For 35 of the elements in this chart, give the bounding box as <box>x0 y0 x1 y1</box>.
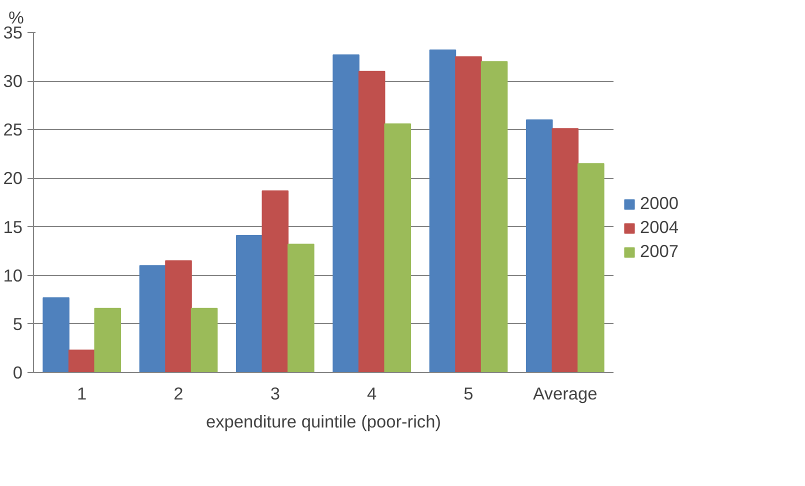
bar <box>480 61 508 372</box>
bar <box>552 128 579 372</box>
legend-label: 2004 <box>640 217 680 238</box>
y-tick-label: 30 <box>3 71 23 92</box>
bar <box>139 265 166 372</box>
x-tick-label: 5 <box>464 384 474 404</box>
y-tick-label: 20 <box>3 168 23 188</box>
bar <box>68 350 96 372</box>
bar <box>455 56 482 372</box>
y-tick-label: 25 <box>3 120 23 140</box>
x-tick-label: Average <box>533 384 598 404</box>
legend-label: 2007 <box>640 241 680 262</box>
x-tick-label: 4 <box>367 384 378 404</box>
bar <box>236 235 263 372</box>
x-tick-label: 3 <box>270 384 280 404</box>
bar <box>332 54 360 372</box>
legend-label: 2000 <box>640 193 680 214</box>
bar <box>578 163 604 372</box>
y-tick-label: 5 <box>12 314 23 334</box>
y-tick-label: 0 <box>12 362 23 382</box>
x-tick-label: 1 <box>77 384 87 404</box>
bar <box>429 49 456 372</box>
bar <box>42 297 70 372</box>
y-tick-label: 10 <box>3 265 23 286</box>
y-tick-label: 15 <box>3 216 23 237</box>
x-axis-title: expenditure quintile (poor-rich) <box>206 412 442 432</box>
bar <box>94 308 121 372</box>
bar <box>262 190 289 372</box>
bar <box>526 119 553 372</box>
bar <box>190 308 218 372</box>
x-tick-label: 2 <box>174 384 184 404</box>
bar <box>288 244 314 372</box>
bar <box>358 70 386 372</box>
bar <box>384 123 411 372</box>
bar <box>165 260 192 372</box>
